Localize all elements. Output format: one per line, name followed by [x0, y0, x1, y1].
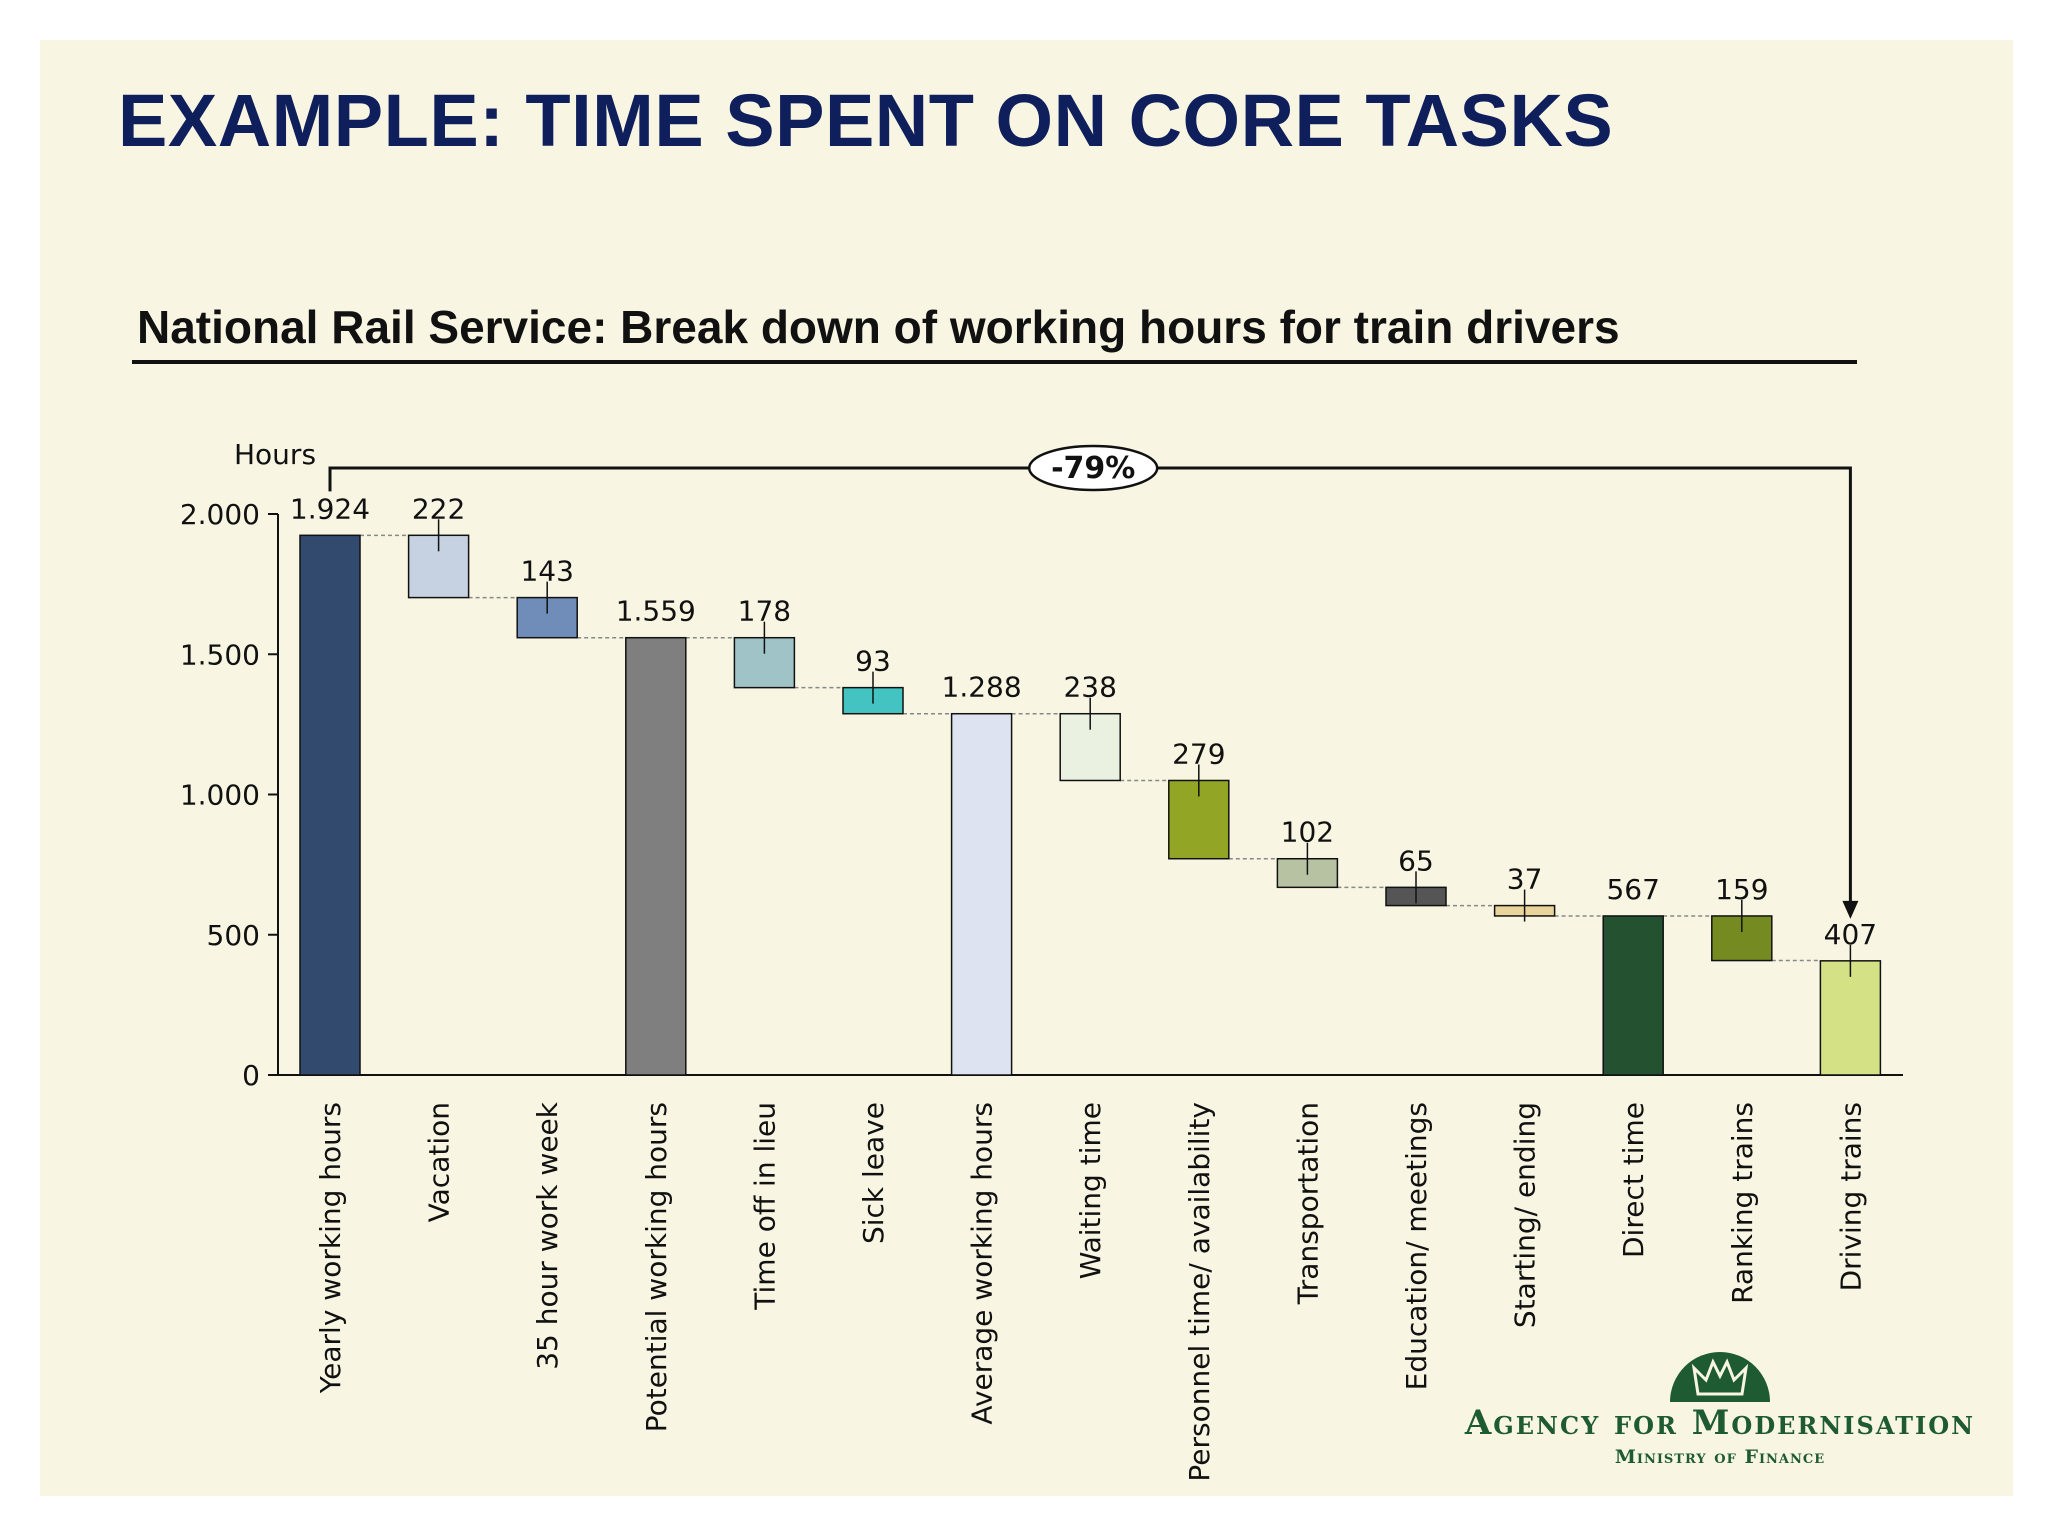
category-label: Potential working hours: [640, 1102, 673, 1432]
category-label: Waiting time: [1074, 1102, 1107, 1279]
y-tick-label: 500: [207, 919, 260, 952]
category-label: Average working hours: [966, 1102, 999, 1425]
value-labels: 1.924 222 143 1.559 178 93 1.288 238 279 102 65 37 5…: [290, 492, 1877, 977]
bar-value-label: 65: [1398, 844, 1434, 877]
bar-value-label: 93: [855, 645, 891, 678]
bar-value-label: 222: [412, 492, 465, 525]
bar-total: [299, 534, 361, 1076]
category-labels: Yearly working hours Vacation 35 hour work…: [314, 1101, 1867, 1481]
category-label: Yearly working hours: [314, 1102, 347, 1394]
y-tick-label: 2.000: [180, 498, 260, 531]
bar-total: [950, 712, 1013, 1076]
agency-logo: Agency for Modernisation Ministry of Fin…: [1440, 1310, 2000, 1470]
bar-total: [1602, 915, 1664, 1076]
chart-title-underline: [132, 360, 1857, 364]
category-label: Direct time: [1617, 1102, 1650, 1258]
category-label: Transportation: [1291, 1102, 1324, 1305]
connector-lines: [360, 534, 1821, 962]
category-label: Starting/ ending: [1509, 1102, 1542, 1328]
category-label: Sick leave: [857, 1102, 890, 1244]
slide-background: [40, 40, 2013, 1496]
annotation-percent-label: -79%: [1051, 451, 1135, 486]
bar-value-label: 238: [1063, 671, 1116, 704]
bar-value-label: 567: [1606, 873, 1659, 906]
slide-title: EXAMPLE: TIME SPENT ON CORE TASKS: [118, 79, 1614, 162]
bar-value-label: 1.288: [942, 671, 1022, 704]
annotation-arrowhead: [1842, 900, 1859, 919]
bar-total: [625, 636, 687, 1076]
y-axis-title: Hours: [234, 438, 316, 471]
reduction-annotation: -79%: [328, 444, 1859, 919]
bar-total: [1819, 960, 1882, 1076]
bar-value-label: 143: [520, 555, 573, 588]
bars: [299, 534, 1882, 1076]
chart-title: National Rail Service: Break down of wor…: [137, 301, 1620, 353]
bar-value-label: 102: [1281, 816, 1334, 849]
bar-value-label: 1.924: [290, 492, 370, 525]
bar-value-label: 407: [1824, 918, 1877, 951]
category-label: Education/ meetings: [1400, 1102, 1433, 1390]
bar-value-label: 279: [1172, 737, 1225, 770]
category-label: Vacation: [423, 1102, 456, 1222]
category-label: 35 hour work week: [531, 1101, 564, 1370]
bar-value-label: 1.559: [616, 595, 696, 628]
y-tick-label: 0: [242, 1059, 260, 1092]
crown-emblem-icon: [1670, 1332, 1770, 1402]
bar-value-label: 37: [1507, 863, 1543, 896]
ministry-name: Ministry of Finance: [1614, 1446, 1826, 1468]
y-tick-label: 1.000: [180, 779, 260, 812]
category-label: Ranking trains: [1726, 1102, 1759, 1304]
bar-decrease: [1059, 712, 1121, 782]
category-label: Time off in lieu: [748, 1102, 781, 1311]
bar-value-label: 159: [1715, 873, 1768, 906]
category-label: Personnel time/ availability: [1183, 1102, 1216, 1482]
annotation-oval: [1027, 444, 1159, 492]
bar-value-label: 178: [738, 595, 791, 628]
agency-name: Agency for Modernisation: [1464, 1403, 1976, 1443]
category-label: Driving trains: [1834, 1102, 1867, 1291]
y-tick-label: 1.500: [180, 638, 260, 671]
